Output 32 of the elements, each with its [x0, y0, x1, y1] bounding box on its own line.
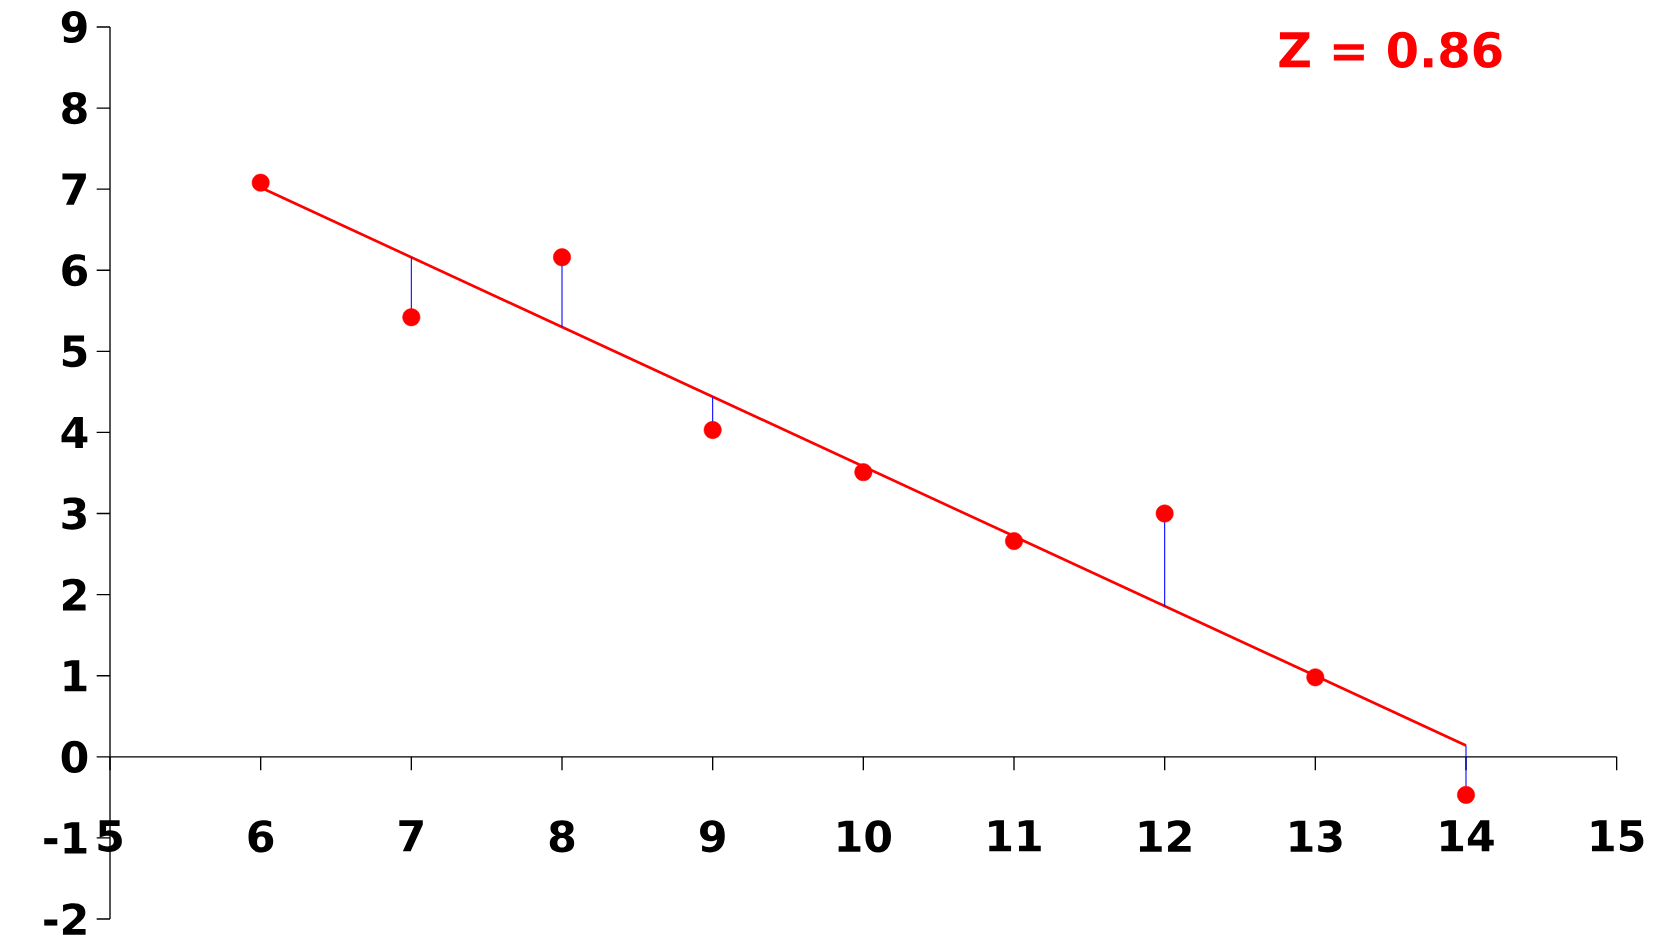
x-tick-label: 8	[549, 820, 575, 853]
point	[553, 248, 571, 267]
point	[1457, 785, 1475, 804]
y-tick-label: 0	[61, 740, 88, 773]
annotation: Z = 0.86	[1279, 31, 1502, 68]
y-tick-label: 8	[62, 91, 87, 125]
y-tick-label: 1	[64, 660, 87, 692]
x-tick-label: 13	[1290, 820, 1342, 853]
point	[1306, 668, 1325, 687]
y-tick-label: -1	[44, 822, 87, 854]
y-tick-label: -2	[44, 903, 86, 935]
y-tick-label: 6	[62, 254, 88, 287]
point	[1005, 532, 1023, 551]
y-tick-label: 4	[61, 416, 88, 448]
x-tick-label: 12	[1139, 820, 1191, 852]
x-tick-label: 10	[838, 820, 891, 853]
x-tick-label: 11	[989, 820, 1041, 852]
y-tick-label: 5	[62, 335, 87, 368]
y-tick-label: 7	[62, 173, 86, 205]
point	[251, 173, 270, 192]
point	[854, 463, 873, 482]
x-tick-label: 7	[399, 820, 423, 852]
point	[1155, 504, 1174, 523]
x-tick-label: 6	[248, 820, 274, 853]
x-tick-label: 9	[700, 820, 725, 853]
x-tick-label: 15	[1591, 820, 1644, 852]
y-tick-label: 2	[62, 578, 86, 611]
point	[703, 421, 722, 439]
y-tick-label: 9	[61, 10, 87, 44]
x-tick-label: 14	[1441, 820, 1494, 852]
point	[402, 308, 421, 327]
y-tick-label: 3	[62, 497, 86, 530]
